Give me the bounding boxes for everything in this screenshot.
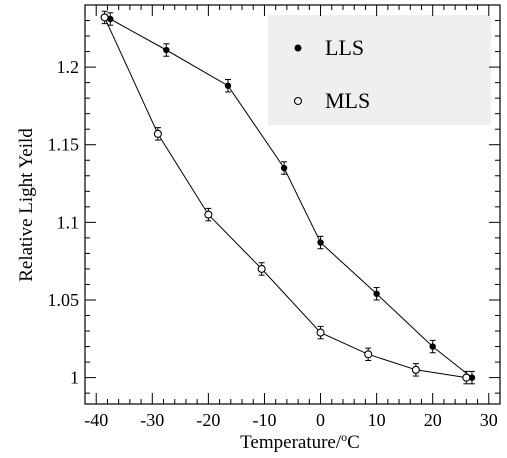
- x-axis: -40 -30 -20 -10 0 10 20 30: [84, 5, 501, 430]
- data-point-mls: [153, 129, 162, 138]
- legend: LLS MLS: [268, 15, 491, 125]
- y-tick-label: 1.2: [57, 57, 80, 77]
- data-point-lls: [163, 46, 170, 54]
- series-line-lls: [109, 18, 473, 378]
- x-axis-title-unit: C: [347, 432, 360, 453]
- data-point-lls: [468, 374, 476, 381]
- data-point-mls: [204, 210, 213, 219]
- legend-label-lls: LLS: [325, 35, 364, 60]
- y-axis-title: Relative Light Yeild: [16, 128, 37, 282]
- x-tick-label: -40: [84, 410, 108, 430]
- x-tick-label: 0: [316, 410, 325, 430]
- x-tick-label: 30: [480, 410, 498, 430]
- data-point-lls: [429, 343, 436, 350]
- x-axis-title: Temperature/oC: [240, 430, 360, 453]
- legend-label-mls: MLS: [325, 88, 370, 113]
- data-point-mls: [364, 350, 373, 359]
- series-line-mls: [104, 17, 467, 379]
- y-tick-label: 1.15: [48, 135, 80, 155]
- x-tick-label: -30: [140, 410, 164, 430]
- x-axis-title-super: o: [341, 430, 347, 444]
- y-tick-label: 1.05: [48, 290, 80, 310]
- legend-marker-mls: [293, 96, 303, 106]
- data-point-lls: [280, 164, 288, 172]
- data-point-mls: [316, 328, 325, 337]
- series-layer: [100, 10, 476, 385]
- data-point-lls: [224, 82, 232, 89]
- data-point-mls: [411, 365, 420, 374]
- x-axis-title-main: Temperature/: [240, 432, 342, 453]
- data-point-mls: [257, 264, 266, 273]
- x-tick-label: -10: [252, 410, 276, 430]
- data-point-mls: [462, 373, 471, 382]
- legend-box: [268, 15, 491, 125]
- legend-marker-lls: [294, 44, 302, 52]
- data-point-mls: [100, 13, 109, 22]
- y-axis: 1 1.05 1.1 1.15 1.2: [48, 20, 500, 394]
- data-point-lls: [317, 239, 324, 246]
- data-point-lls: [373, 290, 380, 297]
- x-tick-label: 20: [424, 410, 442, 430]
- x-tick-label: 10: [368, 410, 386, 430]
- x-tick-label: -20: [196, 410, 220, 430]
- y-tick-label: 1.1: [57, 212, 80, 232]
- y-tick-label: 1: [70, 368, 79, 388]
